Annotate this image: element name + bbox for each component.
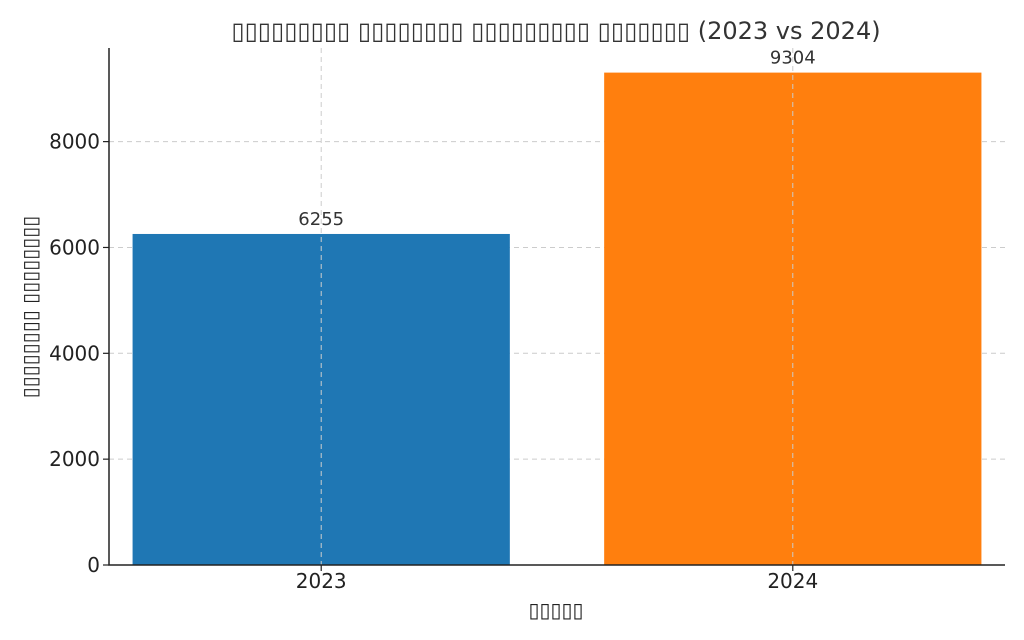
axis-layer: 0 2000 4000 6000 8000 2023 2024 xyxy=(49,48,1005,593)
x-tick-label: 2023 xyxy=(296,569,347,593)
x-tick-label: 2024 xyxy=(767,569,818,593)
x-axis-label: ▯▯▯▯▯ xyxy=(528,598,583,622)
y-tick-label: 2000 xyxy=(49,447,100,471)
y-tick-label: 6000 xyxy=(49,235,100,259)
y-tick-label: 4000 xyxy=(49,341,100,365)
y-axis-label: ▯▯▯▯▯▯▯▯ ▯▯▯▯▯▯▯▯ xyxy=(18,216,42,398)
bar-layer xyxy=(132,72,982,565)
y-tick-label: 0 xyxy=(87,553,100,577)
y-tick-label: 8000 xyxy=(49,130,100,154)
chart-title: ▯▯▯▯▯▯▯▯▯ ▯▯▯▯▯▯▯▯ ▯▯▯▯▯▯▯▯▯ ▯▯▯▯▯▯▯ (20… xyxy=(231,17,880,45)
